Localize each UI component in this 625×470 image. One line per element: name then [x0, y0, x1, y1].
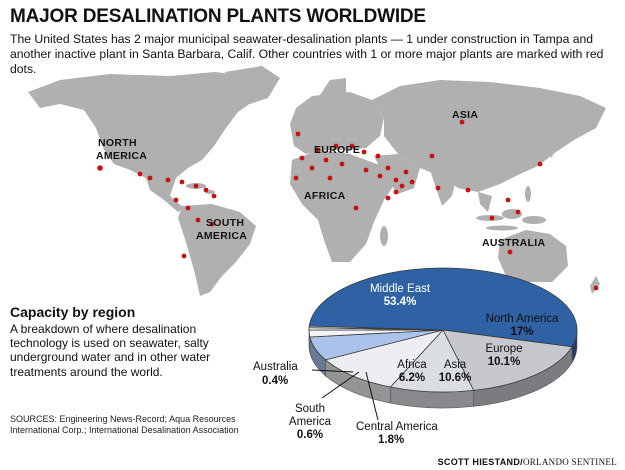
pie-label-name: Europe	[485, 343, 522, 355]
capacity-title: Capacity by region	[10, 304, 136, 320]
pie-label-value: 53.4%	[384, 296, 417, 308]
north-america-landmass	[28, 72, 262, 196]
pie-label-value: 10.6%	[439, 372, 472, 384]
central-america-landmass	[146, 178, 184, 212]
pie-label-name: Africa	[397, 359, 427, 371]
pie-slice-australia	[308, 325, 444, 331]
pie-leader-lines	[311, 369, 379, 421]
pie-label-name: North America	[486, 313, 559, 325]
pie-label-value: 0.4%	[262, 375, 288, 387]
label-asia: ASIA	[452, 109, 478, 121]
pie-slices	[308, 267, 578, 393]
pie-slice-north-america	[442, 329, 573, 391]
credit-line: SCOTT HIESTAND/ORLANDO SENTINEL	[438, 457, 617, 467]
label-north-america-1: NORTH	[98, 137, 137, 149]
africa-landmass	[290, 150, 396, 262]
sources-note: SOURCES: Engineering News-Record; Aqua R…	[10, 414, 239, 435]
capacity-description: A breakdown of where desalination techno…	[10, 322, 211, 379]
pie-slice-europe	[389, 329, 475, 393]
greenland-landmass	[225, 66, 280, 104]
pie-label-name: South	[295, 403, 325, 415]
pie-label-value: 1.8%	[378, 434, 404, 446]
pie-label-value: 0.6%	[297, 429, 323, 441]
pie-slice-middle-east	[308, 267, 578, 348]
australia-landmass	[498, 230, 568, 282]
label-australia: AUSTRALIA	[482, 237, 545, 249]
pie-label-value: 10.1%	[488, 356, 521, 368]
pie-label-value: 6.2%	[399, 372, 425, 384]
land-masses	[28, 66, 606, 296]
credit-author: SCOTT HIESTAND/	[437, 457, 523, 467]
leader-line-australia	[311, 369, 354, 373]
pie-label-name: Central America	[356, 421, 438, 433]
plant-dots	[97, 119, 599, 291]
leader-line-south-america	[321, 371, 360, 399]
asia-landmass	[372, 80, 606, 192]
pie-label-name: Asia	[444, 359, 467, 371]
europe-landmass	[290, 92, 384, 154]
pie-label-value: 17%	[510, 326, 533, 338]
pie-label-name-2: America	[289, 416, 332, 428]
intro-text: The United States has 2 major municipal …	[10, 32, 604, 76]
label-africa: AFRICA	[304, 190, 346, 202]
leader-line-central-america	[365, 371, 379, 421]
label-south-america-2: AMERICA	[196, 230, 247, 242]
label-north-america-2: AMERICA	[96, 150, 147, 162]
pie-label-name: Australia	[253, 361, 298, 373]
credit-paper: ORLANDO SENTINEL	[522, 457, 617, 467]
south-america-landmass	[178, 204, 256, 296]
label-south-america-1: SOUTH	[206, 217, 244, 229]
pie-label-australia: Australia 0.4%	[253, 361, 298, 387]
world-map: NORTH AMERICA EUROPE ASIA AFRICA SOUTH A…	[28, 66, 606, 296]
label-europe: EUROPE	[314, 144, 360, 156]
pie-label-name: Middle East	[370, 283, 431, 295]
page-title: MAJOR DESALINATION PLANTS WORLDWIDE	[10, 6, 426, 27]
